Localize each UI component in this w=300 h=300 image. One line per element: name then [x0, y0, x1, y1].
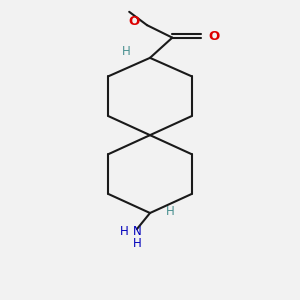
Text: O: O: [128, 15, 140, 28]
Text: H: H: [120, 225, 129, 238]
Text: H: H: [166, 205, 175, 218]
Text: H: H: [133, 237, 141, 250]
Text: O: O: [209, 30, 220, 43]
Text: N: N: [133, 225, 141, 238]
Text: H: H: [122, 45, 131, 58]
